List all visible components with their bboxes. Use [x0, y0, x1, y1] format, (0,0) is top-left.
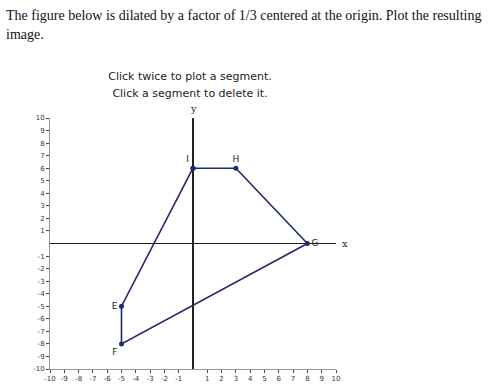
svg-text:E: E: [112, 301, 118, 311]
svg-text:-1: -1: [175, 375, 182, 383]
svg-text:-6: -6: [104, 375, 112, 383]
svg-text:H: H: [233, 154, 240, 164]
svg-text:-2: -2: [161, 375, 168, 383]
svg-text:-3: -3: [38, 278, 45, 286]
svg-text:-8: -8: [38, 340, 45, 348]
svg-text:-4: -4: [132, 375, 140, 383]
svg-text:-10: -10: [33, 365, 44, 373]
svg-text:5: 5: [262, 375, 266, 383]
svg-text:6: 6: [40, 165, 45, 173]
svg-text:-2: -2: [38, 265, 45, 273]
svg-text:6: 6: [277, 375, 282, 383]
html-text:Click twice to plot a segment.: Click twice to plot a segment.: [108, 70, 272, 83]
svg-text:9: 9: [319, 375, 323, 383]
svg-text:8: 8: [305, 375, 309, 383]
svg-text:y: y: [190, 104, 197, 114]
html-text:The figure below is dilated by: The figure below is dilated by a factor …: [6, 8, 482, 42]
svg-text:G: G: [312, 238, 319, 248]
svg-text:-4: -4: [38, 290, 46, 298]
svg-text:10: 10: [36, 114, 45, 122]
svg-text:2: 2: [40, 215, 44, 223]
svg-text:2: 2: [219, 375, 223, 383]
svg-text:5: 5: [40, 177, 44, 185]
svg-text:7: 7: [40, 152, 44, 160]
svg-text:-9: -9: [61, 375, 68, 383]
svg-text:4: 4: [40, 190, 45, 198]
svg-text:x: x: [342, 238, 348, 249]
svg-text:-7: -7: [38, 328, 45, 336]
svg-text:10: 10: [332, 375, 341, 383]
svg-text:-8: -8: [75, 375, 82, 383]
svg-text:-1: -1: [38, 253, 45, 261]
svg-text:-3: -3: [147, 375, 154, 383]
svg-text:-7: -7: [89, 375, 96, 383]
svg-text:F: F: [112, 347, 117, 357]
html-text:Click a segment to delete it.: Click a segment to delete it.: [112, 87, 268, 100]
svg-text:8: 8: [40, 140, 44, 148]
svg-text:1: 1: [40, 227, 44, 235]
svg-text:-6: -6: [38, 315, 46, 323]
svg-text:-9: -9: [38, 353, 45, 361]
svg-text:3: 3: [234, 375, 238, 383]
svg-text:-5: -5: [118, 375, 125, 383]
svg-text:I: I: [186, 154, 189, 164]
svg-text:4: 4: [248, 375, 253, 383]
svg-text:9: 9: [40, 127, 44, 135]
svg-text:-10: -10: [44, 375, 55, 383]
svg-text:-5: -5: [38, 303, 45, 311]
svg-text:1: 1: [205, 375, 209, 383]
svg-text:7: 7: [291, 375, 295, 383]
svg-text:3: 3: [40, 202, 44, 210]
